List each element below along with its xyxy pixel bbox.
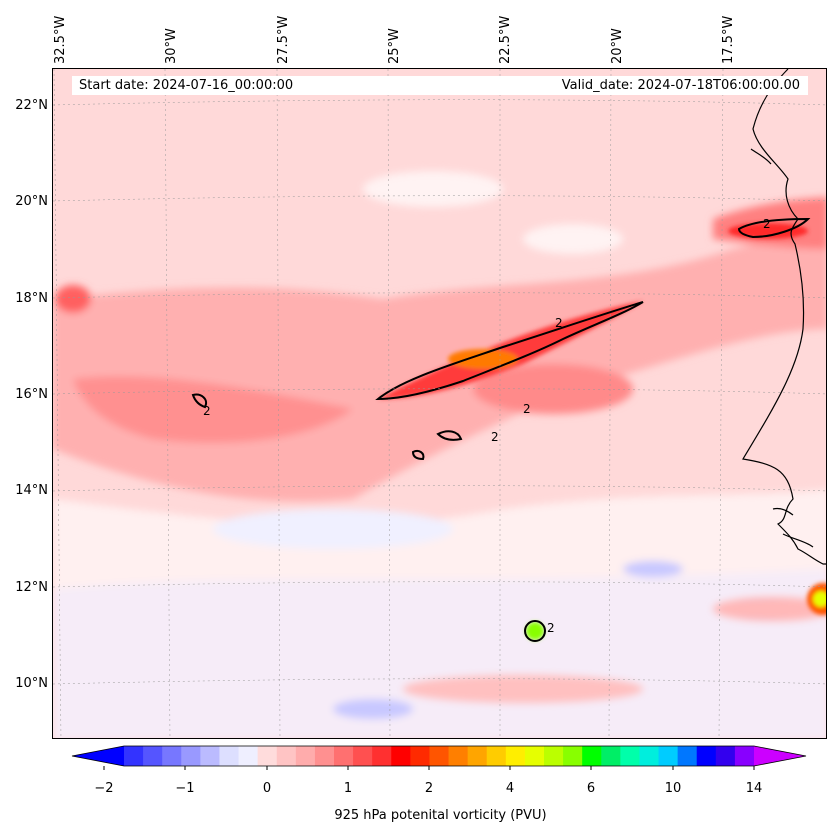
colorbar-cell bbox=[334, 746, 354, 766]
colorbar-cell bbox=[563, 746, 583, 766]
colorbar-label: 925 hPa potenital vorticity (PVU) bbox=[334, 808, 547, 823]
lon-label-20w: 20°W bbox=[610, 28, 625, 64]
colorbar-cell bbox=[143, 746, 163, 766]
lon-label-25w: 25°W bbox=[387, 28, 402, 64]
colorbar-extend-max bbox=[754, 746, 806, 766]
pv-field-map: 2 2 2 2 2 2 bbox=[53, 69, 826, 738]
colorbar-tick-label: 0 bbox=[262, 781, 272, 796]
colorbar-extend-min bbox=[72, 746, 124, 766]
colorbar-outline bbox=[71, 745, 807, 767]
colorbar-tick-label: 6 bbox=[586, 781, 596, 796]
pv-2-contour bbox=[191, 217, 811, 642]
colorbar-cell bbox=[181, 746, 201, 766]
pv-low-region bbox=[53, 171, 826, 738]
colorbar-cell bbox=[582, 746, 602, 766]
lat-label-16n: 16°N bbox=[15, 387, 48, 402]
lon-label-22-5w: 22.5°W bbox=[498, 15, 513, 64]
start-date-label: Start date: 2024-07-16_00:00:00 bbox=[79, 78, 294, 93]
map-panel[interactable]: 2 2 2 2 2 2 bbox=[52, 68, 827, 739]
colorbar-tick-label: 10 bbox=[664, 781, 682, 796]
colorbar-cell bbox=[544, 746, 564, 766]
lon-label-32-5w: 32.5°W bbox=[53, 15, 68, 64]
colorbar-cell bbox=[467, 746, 488, 766]
coastline bbox=[742, 69, 826, 565]
colorbar-tick-label: 1 bbox=[343, 781, 353, 796]
lat-label-20n: 20°N bbox=[15, 194, 48, 209]
graticule bbox=[53, 69, 826, 738]
lat-label-14n: 14°N bbox=[15, 483, 48, 498]
colorbar-cell bbox=[314, 746, 335, 766]
colorbar-tick-label: 2 bbox=[424, 781, 434, 796]
valid-date-label: Valid_date: 2024-07-18T06:00:00.00 bbox=[561, 78, 800, 93]
lon-label-27-5w: 27.5°W bbox=[276, 15, 291, 64]
colorbar-cell bbox=[448, 746, 469, 766]
colorbar-cell bbox=[677, 746, 698, 766]
contour-label: 2 bbox=[523, 402, 531, 416]
lon-label-17-5w: 17.5°W bbox=[721, 15, 736, 64]
colorbar-cell bbox=[391, 746, 411, 766]
colorbar-cell bbox=[620, 746, 641, 766]
lon-label-30w: 30°W bbox=[164, 28, 179, 64]
contour-label: 2 bbox=[763, 217, 771, 231]
colorbar-cell bbox=[219, 746, 240, 766]
colorbar-cell bbox=[353, 746, 373, 766]
colorbar-cell bbox=[696, 746, 717, 766]
colorbar-cell bbox=[639, 746, 660, 766]
contour-labels: 2 2 2 2 2 2 bbox=[203, 217, 771, 635]
colorbar-cell bbox=[257, 746, 278, 766]
colorbar-cell bbox=[715, 746, 736, 766]
contour-label: 2 bbox=[547, 621, 555, 635]
info-box: Start date: 2024-07-16_00:00:00 Valid_da… bbox=[72, 76, 808, 95]
colorbar-tick-label: −1 bbox=[175, 781, 195, 796]
colorbar-cell bbox=[295, 746, 316, 766]
colorbar-cell bbox=[124, 746, 144, 766]
colorbar-cell bbox=[372, 746, 392, 766]
colorbar-tick-label: 4 bbox=[505, 781, 515, 796]
colorbar-cell bbox=[238, 746, 259, 766]
colorbar-cell bbox=[200, 746, 221, 766]
lat-label-10n: 10°N bbox=[15, 676, 48, 691]
colorbar-cell bbox=[429, 746, 450, 766]
pv-strong-ridge bbox=[378, 223, 826, 640]
pv-moderate-region bbox=[53, 197, 826, 703]
lat-label-22n: 22°N bbox=[15, 98, 48, 113]
colorbar-cell bbox=[410, 746, 431, 766]
contour-label: 2 bbox=[555, 316, 563, 330]
colorbar-cell bbox=[162, 746, 182, 766]
colorbar-tick-label: 14 bbox=[745, 781, 763, 796]
colorbar-tick-label: −2 bbox=[94, 781, 114, 796]
colorbar-cell bbox=[276, 746, 297, 766]
colorbar-cell bbox=[486, 746, 507, 766]
lat-label-12n: 12°N bbox=[15, 580, 48, 595]
lat-label-18n: 18°N bbox=[15, 291, 48, 306]
colorbar-cell bbox=[505, 746, 526, 766]
colorbar-cell bbox=[524, 746, 545, 766]
contour-label: 2 bbox=[491, 430, 499, 444]
colorbar-cell bbox=[658, 746, 679, 766]
colorbar-cell bbox=[601, 746, 621, 766]
contour-label: 2 bbox=[203, 404, 211, 418]
colorbar-cell bbox=[734, 746, 755, 766]
